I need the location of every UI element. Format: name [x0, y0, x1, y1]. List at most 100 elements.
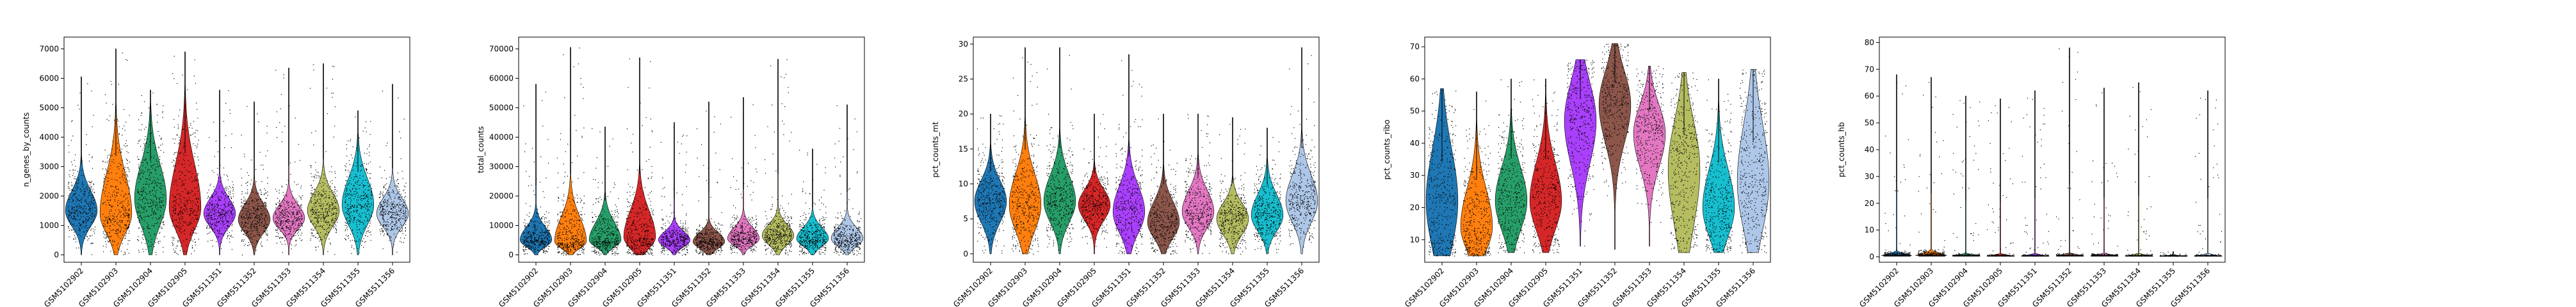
data-point [85, 219, 86, 221]
data-point [534, 237, 535, 239]
data-point [325, 197, 327, 198]
data-point [142, 219, 143, 221]
data-point [309, 88, 311, 89]
data-point [280, 93, 282, 95]
data-point [291, 212, 293, 213]
data-point [296, 214, 297, 215]
data-point [128, 226, 129, 228]
data-point [212, 230, 213, 232]
data-point [313, 180, 314, 182]
data-point [81, 175, 82, 177]
data-point [183, 145, 184, 146]
data-point [127, 160, 128, 161]
data-point [188, 197, 190, 198]
data-point [90, 203, 92, 205]
data-point [540, 240, 542, 241]
data-point [562, 243, 563, 244]
data-point [222, 217, 223, 219]
data-point [580, 214, 581, 215]
data-point [350, 212, 352, 213]
data-point [371, 212, 373, 213]
data-point [336, 229, 337, 230]
data-point [403, 205, 405, 207]
data-point [291, 244, 292, 246]
data-point [118, 224, 120, 226]
data-point [574, 210, 575, 212]
data-point [79, 212, 81, 213]
data-point [122, 205, 124, 206]
data-point [382, 208, 384, 209]
data-point [545, 242, 546, 243]
data-point [549, 246, 550, 247]
data-point [317, 209, 318, 210]
data-point [295, 232, 296, 233]
data-point [522, 239, 524, 240]
data-point [540, 240, 542, 242]
data-point [214, 214, 215, 215]
data-point [524, 219, 526, 221]
data-point [396, 185, 398, 187]
data-point [138, 168, 140, 169]
data-point [251, 189, 252, 190]
data-point [249, 213, 250, 214]
data-point [126, 224, 127, 226]
data-point [533, 242, 535, 243]
data-point [191, 223, 193, 224]
data-point [264, 225, 265, 226]
data-point [528, 246, 530, 247]
data-point [330, 185, 331, 187]
data-point [82, 213, 83, 214]
data-point [571, 246, 572, 248]
data-point [190, 202, 191, 203]
data-point [558, 251, 560, 253]
data-point [525, 249, 526, 250]
data-point [403, 213, 404, 214]
data-point [280, 212, 282, 214]
data-point [277, 228, 279, 230]
data-point [364, 242, 366, 243]
data-point [138, 182, 140, 183]
data-point [251, 215, 252, 216]
data-point [364, 193, 366, 194]
data-point [248, 214, 250, 216]
data-point [389, 211, 391, 212]
data-point [191, 248, 193, 249]
data-point [523, 246, 524, 247]
data-point [293, 214, 295, 216]
data-point [369, 215, 370, 216]
data-point [90, 205, 92, 207]
data-point [109, 115, 111, 116]
data-point [287, 203, 288, 204]
data-point [533, 224, 535, 226]
data-point [195, 169, 196, 170]
data-point [288, 212, 289, 214]
data-point [531, 242, 532, 244]
data-point [138, 203, 140, 205]
data-point [150, 235, 151, 236]
data-point [528, 244, 530, 246]
data-point [118, 222, 119, 223]
data-point [563, 209, 565, 210]
data-point [150, 246, 152, 247]
data-point [311, 132, 312, 134]
data-point [173, 159, 174, 161]
data-point [231, 214, 232, 216]
data-point [538, 247, 539, 248]
data-point [405, 224, 407, 225]
points-GSM5102903 [102, 52, 131, 255]
data-point [388, 211, 389, 212]
data-point [127, 240, 129, 241]
data-point [250, 233, 252, 235]
data-point [138, 173, 140, 175]
data-point [154, 223, 156, 224]
data-point [357, 207, 358, 208]
data-point [102, 161, 104, 162]
data-point [382, 217, 384, 219]
data-point [232, 209, 234, 210]
data-point [69, 230, 70, 231]
data-point [352, 205, 353, 206]
data-point [69, 187, 70, 189]
data-point [92, 212, 93, 214]
data-point [172, 220, 174, 221]
data-point [331, 166, 332, 168]
